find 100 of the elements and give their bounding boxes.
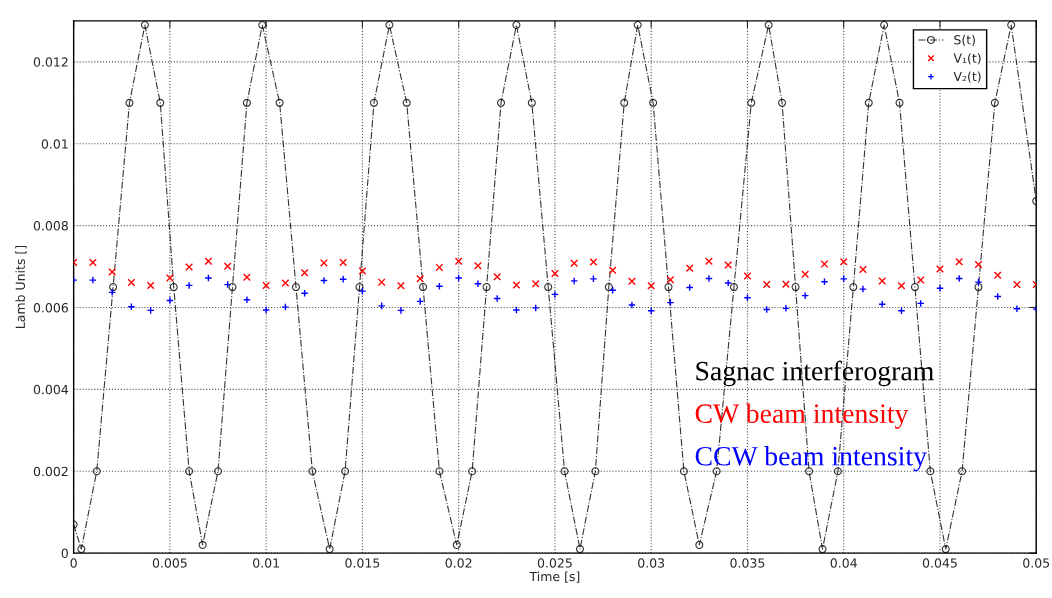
point: [1013, 304, 1021, 313]
x-tick-label: 0.05: [1023, 558, 1050, 568]
point: [955, 257, 964, 266]
point: [666, 275, 675, 284]
point: [531, 303, 540, 312]
point: [262, 306, 271, 314]
x-tick-label: 0.005: [152, 558, 187, 568]
x-tick-label: 0.03: [638, 558, 665, 568]
annotation: CW beam intensity: [695, 403, 909, 429]
legend-label: S(t): [954, 34, 975, 46]
point: [704, 257, 713, 266]
point: [936, 284, 944, 293]
point: [339, 275, 348, 284]
y-tick-label: 0.004: [33, 384, 69, 395]
x-tick-label: 0.015: [345, 558, 380, 568]
point: [512, 306, 521, 314]
point: [781, 304, 790, 313]
point: [608, 266, 617, 275]
point: [300, 289, 309, 298]
point: [762, 280, 771, 289]
point: [242, 273, 251, 282]
point: [396, 306, 405, 315]
point: [878, 276, 887, 285]
legend-label: V₁(t): [953, 53, 981, 65]
point: [550, 290, 559, 299]
point: [146, 281, 155, 290]
point: [493, 272, 502, 281]
point: [897, 281, 906, 290]
point: [743, 272, 752, 280]
point: [185, 281, 194, 290]
point: [454, 257, 463, 266]
annotation: CCW beam intensity: [695, 446, 927, 472]
y-tick-label: 0.01: [41, 139, 68, 149]
point: [281, 303, 290, 312]
point: [473, 261, 482, 270]
point: [993, 271, 1002, 280]
point: [185, 263, 194, 271]
point: [377, 301, 386, 310]
point: [88, 258, 97, 267]
point: [974, 260, 983, 269]
x-tick-label: 0.01: [253, 558, 279, 568]
point: [108, 267, 117, 276]
point: [916, 276, 925, 285]
y-tick-label: 0.012: [33, 57, 68, 67]
x-tick-label: 0: [70, 558, 77, 568]
y-tick-label: 0.006: [33, 302, 68, 313]
point: [165, 296, 174, 305]
point: [319, 258, 328, 267]
point: [589, 258, 598, 267]
point: [396, 281, 405, 290]
point: [281, 278, 290, 287]
point: [493, 294, 502, 303]
point: [820, 260, 829, 269]
point: [165, 274, 174, 282]
point: [724, 278, 733, 287]
legend-label: V₂(t): [953, 71, 981, 83]
point: [454, 274, 463, 282]
point: [839, 257, 848, 266]
point: [627, 277, 636, 286]
x-axis-title: Time [s]: [529, 571, 580, 583]
point: [570, 276, 579, 285]
point: [647, 281, 656, 290]
point: [358, 267, 367, 276]
point: [1013, 280, 1021, 289]
point: [570, 259, 579, 268]
point: [781, 280, 790, 289]
point: [859, 285, 867, 294]
x-tick-label: 0.035: [730, 558, 765, 568]
point: [204, 257, 213, 266]
point: [724, 260, 733, 269]
x-tick-label: 0.02: [445, 558, 472, 568]
point: [416, 274, 425, 283]
point: [223, 262, 232, 271]
point: [262, 281, 271, 290]
point: [300, 268, 309, 277]
y-axis-title: Lamb Units []: [15, 245, 27, 329]
point: [88, 276, 97, 285]
point: [936, 265, 944, 273]
point: [339, 258, 348, 267]
point: [204, 274, 213, 282]
point: [685, 264, 694, 273]
point: [550, 269, 559, 278]
y-tick-label: 0.002: [33, 466, 68, 477]
point: [589, 274, 598, 283]
point: [358, 287, 367, 296]
point: [531, 279, 540, 288]
point: [627, 301, 636, 310]
point: [839, 274, 848, 283]
y-tick-label: 0: [61, 548, 68, 559]
x-tick-label: 0.025: [537, 558, 572, 568]
point: [319, 276, 328, 285]
point: [108, 288, 117, 297]
point: [127, 278, 136, 287]
point: [974, 278, 983, 287]
point: [416, 297, 425, 306]
point: [435, 263, 444, 272]
point: [859, 265, 867, 274]
point: [377, 278, 386, 287]
x-tick-label: 0.04: [830, 558, 857, 568]
point: [242, 295, 251, 304]
